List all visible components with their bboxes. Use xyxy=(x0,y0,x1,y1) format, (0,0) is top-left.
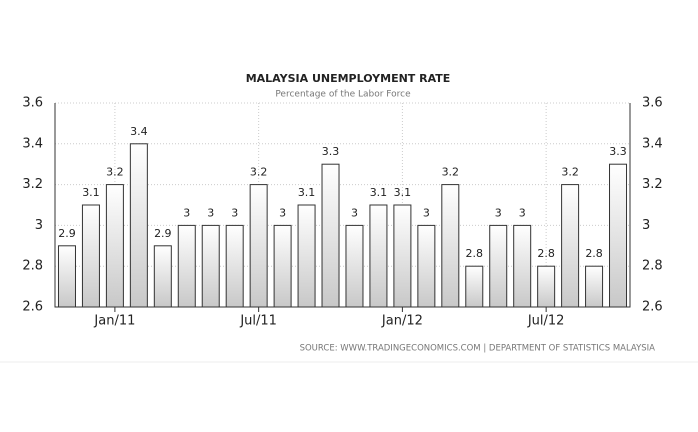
value-label: 3.4 xyxy=(130,125,148,138)
bar xyxy=(417,224,436,308)
value-label: 3 xyxy=(183,206,190,219)
value-label: 3 xyxy=(351,206,358,219)
value-label: 3 xyxy=(207,206,214,219)
value-label: 3 xyxy=(231,206,238,219)
bar xyxy=(585,265,604,308)
y-tick-label: 3.6 xyxy=(22,96,43,111)
bar xyxy=(177,224,196,308)
bar xyxy=(321,163,340,308)
y-tick-label: 3 xyxy=(35,218,43,233)
y-tick-label: 3.2 xyxy=(22,177,43,192)
y2-tick-label: 2.8 xyxy=(642,259,663,274)
value-label: 2.9 xyxy=(154,227,172,240)
x-tick-label: Jan/12 xyxy=(381,314,423,329)
value-label: 3.2 xyxy=(561,166,579,179)
value-label: 3 xyxy=(423,206,430,219)
bar xyxy=(225,224,244,308)
bar xyxy=(369,204,388,308)
y2-tick-label: 3.2 xyxy=(642,177,663,192)
chart-title: MALAYSIA UNEMPLOYMENT RATE xyxy=(246,72,451,85)
value-label: 2.8 xyxy=(537,247,555,260)
axis-frame xyxy=(54,103,631,308)
y2-tick-label: 3.6 xyxy=(642,96,663,111)
value-label: 3.1 xyxy=(298,186,316,199)
bar xyxy=(537,265,556,308)
value-label: 3.2 xyxy=(106,166,124,179)
y-tick-label: 3.4 xyxy=(22,136,43,151)
value-label: 3.1 xyxy=(82,186,100,199)
y2-tick-label: 2.6 xyxy=(642,300,663,315)
value-label: 3 xyxy=(495,206,502,219)
value-label: 2.8 xyxy=(585,247,603,260)
value-label: 3.2 xyxy=(442,166,460,179)
bar xyxy=(441,184,460,308)
value-label: 3.3 xyxy=(322,145,340,158)
bar xyxy=(129,143,148,308)
bar xyxy=(489,224,508,308)
value-label: 3.3 xyxy=(609,145,627,158)
bar xyxy=(249,184,268,308)
y-tick-label: 2.8 xyxy=(22,259,43,274)
bar xyxy=(513,224,532,308)
bar xyxy=(345,224,364,308)
x-tick-label: Jul/12 xyxy=(527,314,565,329)
bar xyxy=(465,265,484,308)
value-label: 3.2 xyxy=(250,166,268,179)
bar xyxy=(393,204,412,308)
bar xyxy=(273,224,292,308)
y2-tick-label: 3.4 xyxy=(642,136,663,151)
value-label: 3 xyxy=(519,206,526,219)
source: SOURCE: WWW.TRADINGECONOMICS.COM | DEPAR… xyxy=(300,344,656,354)
value-label: 2.9 xyxy=(58,227,76,240)
bar xyxy=(153,245,172,308)
bar xyxy=(201,224,220,308)
bar xyxy=(105,184,124,308)
bar xyxy=(297,204,316,308)
chart-subtitle: Percentage of the Labor Force xyxy=(275,90,411,100)
x-tick-label: Jan/11 xyxy=(93,314,135,329)
y-tick-label: 2.6 xyxy=(22,300,43,315)
value-label: 2.8 xyxy=(466,247,484,260)
bar xyxy=(609,163,628,308)
x-tick-label: Jul/11 xyxy=(239,314,277,329)
value-label: 3.1 xyxy=(370,186,388,199)
bar xyxy=(81,204,100,308)
y2-tick-label: 3 xyxy=(642,218,650,233)
value-label: 3 xyxy=(279,206,286,219)
bar xyxy=(57,245,76,308)
value-label: 3.1 xyxy=(394,186,412,199)
bar xyxy=(561,184,580,308)
